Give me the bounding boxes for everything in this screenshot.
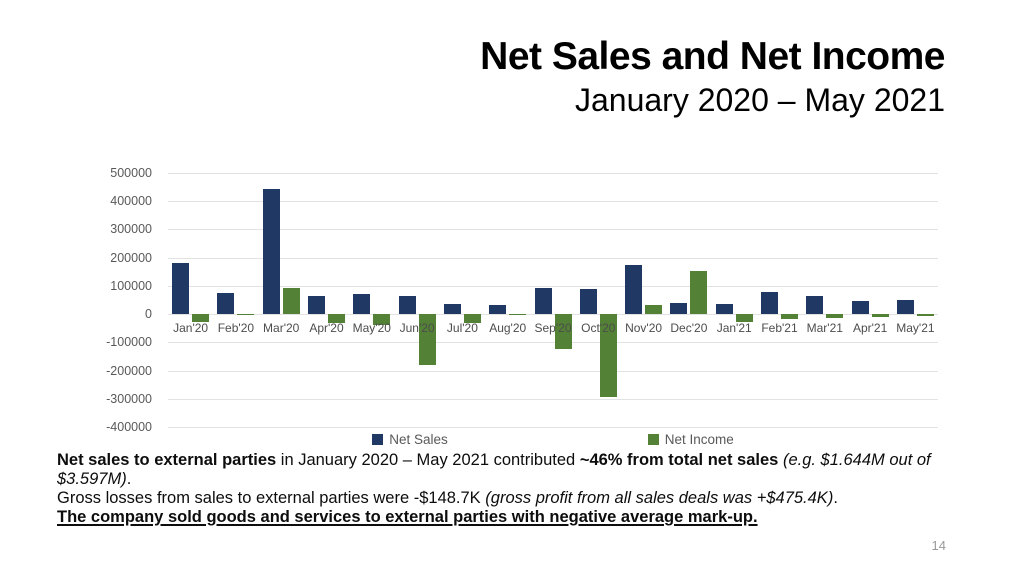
bar-net-sales-Dec'20 <box>670 303 688 315</box>
bar-net-sales-Jul'20 <box>443 304 461 315</box>
note-text-segment: (e.g. $1.644M out of $3.597M) <box>57 451 931 488</box>
x-axis-label: Apr'21 <box>852 321 888 336</box>
x-axis-label: Jul'20 <box>446 321 478 336</box>
page-number: 14 <box>931 538 946 553</box>
bar-net-income-May'20 <box>373 314 391 325</box>
bar-net-sales-May'21 <box>896 300 914 315</box>
gridline <box>168 173 938 174</box>
slide-title: Net Sales and Net Income <box>480 35 945 78</box>
bar-net-income-Jul'20 <box>463 314 481 323</box>
note-paragraph: Gross losses from sales to external part… <box>57 489 1002 508</box>
x-axis-label: Dec'20 <box>670 321 708 336</box>
gridline <box>168 257 938 259</box>
bar-net-sales-Apr'20 <box>308 296 325 315</box>
y-tick-label: 300000 <box>110 222 152 237</box>
y-tick-label: 400000 <box>110 194 152 209</box>
bar-net-sales-Jan'21 <box>715 304 733 315</box>
x-axis-label: Oct'20 <box>581 321 616 336</box>
bar-net-sales-May'20 <box>353 294 371 315</box>
note-text-segment: The company sold goods and services to e… <box>57 508 758 526</box>
x-axis-label: Aug'20 <box>489 321 527 336</box>
y-tick-label: -400000 <box>106 420 152 434</box>
bar-net-sales-Apr'21 <box>851 301 869 315</box>
legend-label-net-sales: Net Sales <box>389 432 448 447</box>
x-axis-label: Feb'21 <box>761 321 798 336</box>
x-axis-label: Apr'20 <box>309 321 344 336</box>
gridline <box>168 427 938 428</box>
gridline <box>168 314 938 316</box>
bar-net-income-Dec'20 <box>690 270 708 315</box>
y-tick-label: 100000 <box>110 278 152 293</box>
x-axis-label: Mar'20 <box>263 321 300 336</box>
note-paragraph: Net sales to external parties in January… <box>57 451 1002 489</box>
bar-net-sales-Mar'20 <box>262 188 280 315</box>
x-axis-label: May'21 <box>896 321 935 336</box>
bar-net-sales-Feb'20 <box>217 292 235 315</box>
note-text-segment: in January 2020 – May 2021 contributed <box>276 451 580 469</box>
bar-net-income-Sep'20 <box>554 314 572 350</box>
legend-label-net-income: Net Income <box>664 432 734 447</box>
gridline <box>168 398 938 400</box>
bar-net-income-Nov'20 <box>645 305 663 315</box>
bar-net-income-Oct'20 <box>599 314 617 398</box>
x-axis-label: Sep'20 <box>534 321 572 336</box>
note-text-segment: Net sales to external parties <box>57 451 277 469</box>
y-tick-label: 200000 <box>110 250 152 265</box>
bar-net-income-May'21 <box>916 314 934 317</box>
legend-item-net-income: Net Income <box>647 432 734 447</box>
legend-item-net-sales: Net Sales <box>372 432 448 447</box>
gridline <box>168 342 938 344</box>
note-text-segment: (gross profit from all sales deals was +… <box>485 489 834 507</box>
bar-net-sales-Jan'20 <box>172 263 190 315</box>
y-tick-label: -300000 <box>106 391 152 406</box>
x-axis-label: Jan'21 <box>716 321 752 336</box>
x-axis-label: Mar'21 <box>806 321 843 336</box>
note-text-segment: . <box>833 489 838 507</box>
bar-net-income-Apr'20 <box>328 314 345 324</box>
y-tick-label: -100000 <box>106 335 152 350</box>
bar-net-income-Feb'20 <box>237 314 255 316</box>
y-tick-label: 500000 <box>110 166 152 180</box>
note-paragraph: The company sold goods and services to e… <box>57 508 1002 527</box>
y-tick-label: -200000 <box>106 363 152 378</box>
bar-net-income-Mar'21 <box>826 314 844 319</box>
bar-net-income-Aug'20 <box>509 313 527 315</box>
bar-net-sales-Feb'21 <box>761 292 778 315</box>
note-text-segment: ~46% from total net sales <box>579 451 779 469</box>
x-axis-label: May'20 <box>352 321 391 336</box>
bar-net-sales-Mar'21 <box>806 296 824 315</box>
bar-net-sales-Jun'20 <box>398 296 416 315</box>
net-income-swatch-icon <box>647 434 659 445</box>
x-axis-label: Feb'20 <box>217 321 255 336</box>
note-text-segment: . <box>126 470 132 488</box>
gridline <box>168 229 938 231</box>
bar-net-sales-Oct'20 <box>579 288 597 315</box>
bar-net-income-Mar'20 <box>282 288 300 315</box>
bar-net-income-Feb'21 <box>781 314 798 320</box>
bar-net-income-Jan'20 <box>192 314 210 323</box>
slide-subtitle: January 2020 – May 2021 <box>574 81 945 118</box>
bar-net-sales-Aug'20 <box>489 305 507 315</box>
y-tick-label: 0 <box>145 307 152 322</box>
bar-net-sales-Sep'20 <box>534 288 552 315</box>
note-text-segment: Gross losses from sales to external part… <box>57 489 486 507</box>
net-sales-swatch-icon <box>372 434 384 445</box>
bar-net-income-Apr'21 <box>871 314 889 317</box>
bar-net-sales-Nov'20 <box>625 264 643 315</box>
notes-block: Net sales to external parties in January… <box>57 451 1002 527</box>
slide-header: Net Sales and Net Income January 2020 – … <box>480 35 945 118</box>
x-axis-label: Jun'20 <box>399 321 435 336</box>
x-axis-label: Nov'20 <box>625 321 663 336</box>
gridline <box>168 285 938 287</box>
bar-net-income-Jan'21 <box>735 314 753 322</box>
x-axis-label: Jan'20 <box>173 321 209 336</box>
chart-legend: Net Sales Net Income <box>168 432 938 447</box>
gridline <box>168 201 938 203</box>
gridline <box>168 370 938 372</box>
bar-net-income-Jun'20 <box>418 314 436 366</box>
